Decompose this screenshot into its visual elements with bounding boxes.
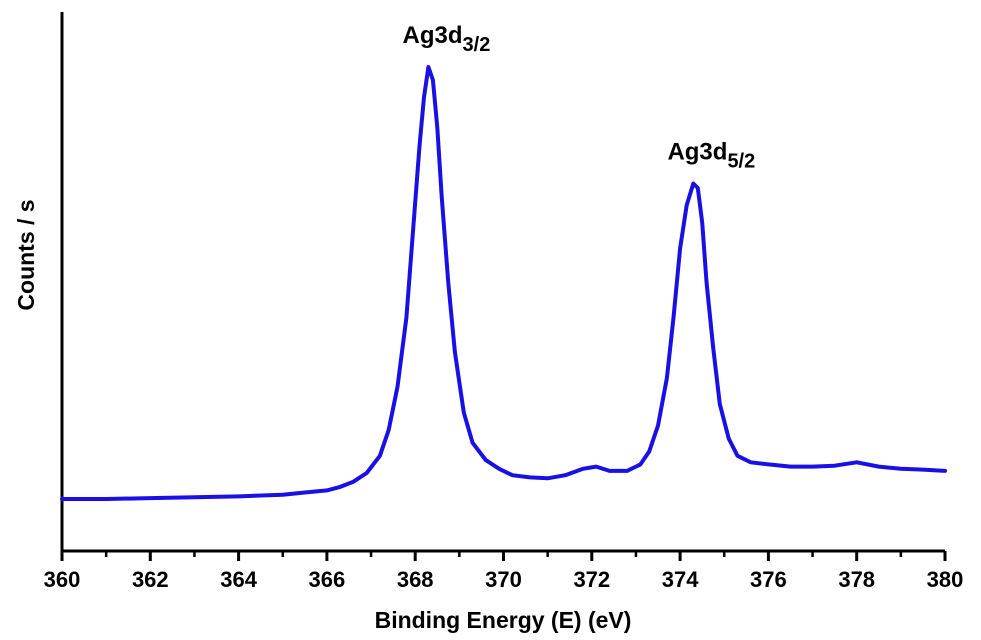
x-tick-label: 378 [838, 567, 875, 592]
peak-label-subscript: 5/2 [727, 151, 755, 173]
x-tick-labels: 360 362 364 366 368 370 372 374 376 378 380 [44, 567, 964, 592]
x-tick-label: 364 [220, 567, 257, 592]
peak-label-subscript: 3/2 [463, 34, 491, 56]
x-tick-label: 372 [573, 567, 610, 592]
x-tick-label: 380 [927, 567, 964, 592]
peak-label-2: Ag3d5/2 [667, 139, 755, 173]
x-tick-label: 374 [662, 567, 699, 592]
x-tick-label: 360 [44, 567, 81, 592]
peak-label-1: Ag3d3/2 [403, 22, 491, 56]
peak-label-base: Ag3d [403, 22, 463, 49]
x-tick-label: 370 [485, 567, 522, 592]
peak-label-base: Ag3d [667, 139, 727, 166]
x-tick-label: 366 [309, 567, 346, 592]
x-ticks [60, 551, 947, 561]
x-tick-label: 362 [132, 567, 169, 592]
y-axis-title: Counts / s [13, 199, 39, 310]
x-tick-label: 368 [397, 567, 434, 592]
series-line [60, 65, 947, 501]
x-tick-label: 376 [750, 567, 787, 592]
x-axis-title: Binding Energy (E) (eV) [375, 607, 632, 633]
